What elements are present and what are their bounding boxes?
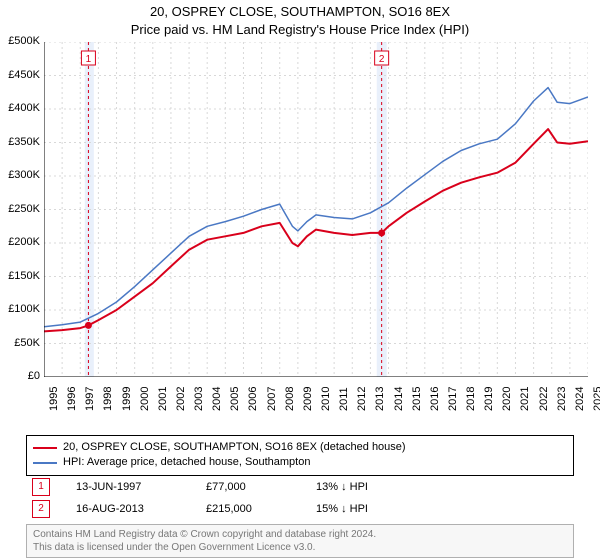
x-tick-label: 1997 xyxy=(84,387,96,411)
x-tick-label: 2019 xyxy=(483,387,495,411)
chart-plot-area: 12 £0£50K£100K£150K£200K£250K£300K£350K£… xyxy=(44,42,588,377)
y-tick-label: £100K xyxy=(8,303,40,315)
x-tick-label: 2024 xyxy=(574,387,586,411)
x-tick-label: 2022 xyxy=(538,387,550,411)
x-tick-label: 2002 xyxy=(175,387,187,411)
y-tick-label: £400K xyxy=(8,102,40,114)
y-tick-label: £300K xyxy=(8,169,40,181)
marker-row-1: 1 13-JUN-1997 £77,000 13% ↓ HPI xyxy=(26,476,574,498)
x-tick-label: 1999 xyxy=(121,387,133,411)
y-tick-label: £350K xyxy=(8,136,40,148)
legend-item-1: 20, OSPREY CLOSE, SOUTHAMPTON, SO16 8EX … xyxy=(33,440,567,455)
legend-item-2: HPI: Average price, detached house, Sout… xyxy=(33,455,567,470)
marker-delta-2: 15% ↓ HPI xyxy=(316,503,426,515)
x-axis-labels: 1995 1996 1997 1998 1999 2000 2001 2002 2003 2004… xyxy=(44,377,588,437)
marker-date-2: 16-AUG-2013 xyxy=(76,503,206,515)
x-tick-label: 2025 xyxy=(592,387,600,411)
x-tick-label: 2003 xyxy=(193,387,205,411)
x-tick-label: 2013 xyxy=(374,387,386,411)
license-box: Contains HM Land Registry data © Crown c… xyxy=(26,524,574,558)
x-tick-label: 1998 xyxy=(102,387,114,411)
x-tick-label: 2004 xyxy=(211,387,223,411)
chart-title-line1: 20, OSPREY CLOSE, SOUTHAMPTON, SO16 8EX xyxy=(0,4,600,19)
x-tick-label: 2023 xyxy=(556,387,568,411)
y-tick-label: £50K xyxy=(14,337,40,349)
x-tick-label: 1996 xyxy=(66,387,78,411)
x-tick-label: 2016 xyxy=(429,387,441,411)
x-tick-label: 2011 xyxy=(338,387,350,411)
y-tick-label: £200K xyxy=(8,236,40,248)
x-tick-label: 2015 xyxy=(411,387,423,411)
marker-delta-1: 13% ↓ HPI xyxy=(316,481,426,493)
license-line2: This data is licensed under the Open Gov… xyxy=(33,541,567,554)
x-tick-label: 2000 xyxy=(139,387,151,411)
legend: 20, OSPREY CLOSE, SOUTHAMPTON, SO16 8EX … xyxy=(26,435,574,476)
marker-badge-1: 1 xyxy=(32,478,50,496)
x-tick-label: 2008 xyxy=(284,387,296,411)
x-tick-label: 1995 xyxy=(48,387,60,411)
x-tick-label: 2017 xyxy=(447,387,459,411)
x-tick-label: 2007 xyxy=(266,387,278,411)
x-tick-label: 2020 xyxy=(501,387,513,411)
x-tick-label: 2012 xyxy=(356,387,368,411)
marker-badge-2: 2 xyxy=(32,500,50,518)
y-tick-label: £450K xyxy=(8,69,40,81)
x-tick-label: 2006 xyxy=(247,387,259,411)
x-tick-label: 2014 xyxy=(393,387,405,411)
y-tick-label: £500K xyxy=(8,35,40,47)
legend-swatch-2 xyxy=(33,462,57,464)
chart-title-line2: Price paid vs. HM Land Registry's House … xyxy=(0,22,600,37)
marker-table: 1 13-JUN-1997 £77,000 13% ↓ HPI 2 16-AUG… xyxy=(26,476,574,520)
marker-price-1: £77,000 xyxy=(206,481,316,493)
y-tick-label: £250K xyxy=(8,203,40,215)
line-chart: 12 xyxy=(44,42,588,377)
svg-text:1: 1 xyxy=(86,54,92,65)
x-tick-label: 2021 xyxy=(519,387,531,411)
x-tick-label: 2010 xyxy=(320,387,332,411)
x-tick-label: 2005 xyxy=(229,387,241,411)
y-tick-label: £150K xyxy=(8,270,40,282)
marker-row-2: 2 16-AUG-2013 £215,000 15% ↓ HPI xyxy=(26,498,574,520)
legend-label-2: HPI: Average price, detached house, Sout… xyxy=(63,455,310,470)
page: 20, OSPREY CLOSE, SOUTHAMPTON, SO16 8EX … xyxy=(0,0,600,560)
legend-swatch-1 xyxy=(33,447,57,449)
y-tick-label: £0 xyxy=(28,370,40,382)
svg-text:2: 2 xyxy=(379,54,385,65)
x-tick-label: 2001 xyxy=(157,387,169,411)
marker-price-2: £215,000 xyxy=(206,503,316,515)
marker-date-1: 13-JUN-1997 xyxy=(76,481,206,493)
legend-label-1: 20, OSPREY CLOSE, SOUTHAMPTON, SO16 8EX … xyxy=(63,440,406,455)
license-line1: Contains HM Land Registry data © Crown c… xyxy=(33,528,567,541)
x-tick-label: 2009 xyxy=(302,387,314,411)
x-tick-label: 2018 xyxy=(465,387,477,411)
